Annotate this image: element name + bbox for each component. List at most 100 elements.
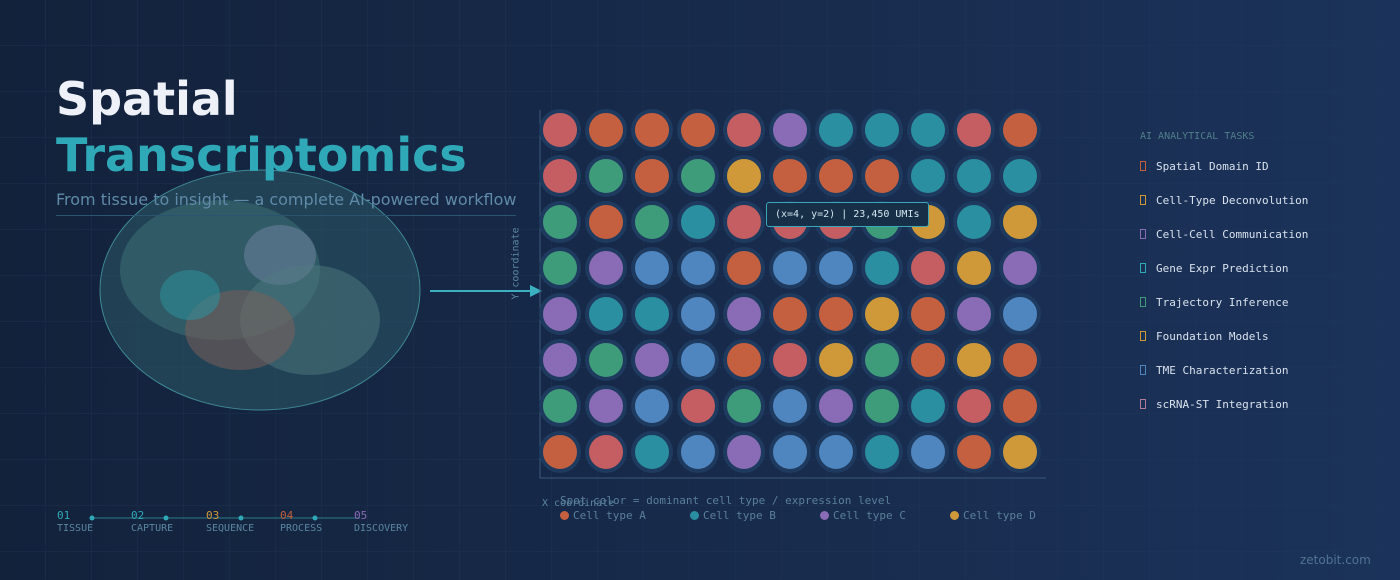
legend-label: Cell type A xyxy=(573,509,646,522)
spot xyxy=(861,109,903,151)
spot xyxy=(999,431,1041,473)
tasks-title: AI ANALYTICAL TASKS xyxy=(1140,131,1255,142)
spot xyxy=(631,339,673,381)
task-item: scRNA-ST Integration xyxy=(1140,398,1288,411)
spot xyxy=(723,201,765,243)
task-item: TME Characterization xyxy=(1140,364,1288,377)
spot xyxy=(585,431,627,473)
spot xyxy=(677,385,719,427)
spot xyxy=(539,247,581,289)
spot xyxy=(769,385,811,427)
spot xyxy=(585,247,627,289)
spot xyxy=(723,431,765,473)
spot xyxy=(677,339,719,381)
step-label: PROCESS xyxy=(280,523,323,534)
spot xyxy=(861,155,903,197)
caption: Spot color = dominant cell type / expres… xyxy=(560,494,892,507)
legend-label: Cell type B xyxy=(703,509,776,522)
task-item: Foundation Models xyxy=(1140,330,1269,343)
spot xyxy=(585,339,627,381)
step-dot xyxy=(89,515,95,521)
spot xyxy=(907,109,949,151)
y-axis-label: Y coordinate xyxy=(510,227,522,300)
task-icon xyxy=(1140,331,1146,341)
spot xyxy=(815,247,857,289)
task-icon xyxy=(1140,195,1146,205)
spot xyxy=(539,293,581,335)
spot xyxy=(861,247,903,289)
spot xyxy=(539,109,581,151)
spot xyxy=(815,431,857,473)
spot xyxy=(861,385,903,427)
spot xyxy=(861,431,903,473)
spot xyxy=(631,201,673,243)
spot xyxy=(769,339,811,381)
task-label: Spatial Domain ID xyxy=(1156,160,1269,173)
spot xyxy=(953,385,995,427)
spot xyxy=(953,201,995,243)
step-label: CAPTURE xyxy=(131,523,174,534)
task-label: Cell-Type Deconvolution xyxy=(1156,194,1309,207)
step-label: TISSUE xyxy=(57,523,94,534)
task-item: Trajectory Inference xyxy=(1140,296,1288,309)
spot xyxy=(539,385,581,427)
spot xyxy=(999,339,1041,381)
task-icon xyxy=(1140,399,1146,409)
step-label: SEQUENCE xyxy=(206,523,255,534)
spot xyxy=(723,339,765,381)
spot xyxy=(585,385,627,427)
spot xyxy=(953,109,995,151)
spot xyxy=(677,201,719,243)
title: Spatial xyxy=(56,72,238,126)
spot xyxy=(539,155,581,197)
legend-swatch xyxy=(560,511,569,520)
spot xyxy=(539,201,581,243)
spot xyxy=(907,247,949,289)
spot xyxy=(769,109,811,151)
spot xyxy=(631,385,673,427)
task-item: Gene Expr Prediction xyxy=(1140,262,1288,275)
spot xyxy=(631,155,673,197)
step-dot xyxy=(163,515,169,521)
spot xyxy=(999,293,1041,335)
spot xyxy=(723,385,765,427)
task-label: Trajectory Inference xyxy=(1156,296,1289,309)
spot xyxy=(815,109,857,151)
spot xyxy=(953,339,995,381)
task-item: Cell-Cell Communication xyxy=(1140,228,1308,241)
spot xyxy=(907,155,949,197)
spot xyxy=(953,431,995,473)
step-number: 01 xyxy=(57,509,71,522)
spot xyxy=(585,201,627,243)
task-icon xyxy=(1140,161,1146,171)
spot xyxy=(539,431,581,473)
step-label: DISCOVERY xyxy=(354,523,409,534)
task-item: Cell-Type Deconvolution xyxy=(1140,194,1308,207)
legend-label: Cell type D xyxy=(963,509,1036,522)
task-icon xyxy=(1140,229,1146,239)
spot xyxy=(815,155,857,197)
legend-swatch xyxy=(950,511,959,520)
arrow-head xyxy=(530,285,542,297)
tooltip: (x=4, y=2) | 23,450 UMIs xyxy=(766,202,929,227)
subtitle: From tissue to insight — a complete AI-p… xyxy=(56,190,517,216)
axes xyxy=(539,110,1046,479)
tissue-region xyxy=(160,270,220,320)
spot xyxy=(999,155,1041,197)
legend-swatch xyxy=(820,511,829,520)
spot xyxy=(631,293,673,335)
legend-item: Cell type A xyxy=(560,509,646,522)
step-number: 03 xyxy=(206,509,220,522)
task-icon xyxy=(1140,297,1146,307)
spot xyxy=(999,385,1041,427)
spot xyxy=(907,339,949,381)
task-label: TME Characterization xyxy=(1156,364,1289,377)
spot xyxy=(585,109,627,151)
step-dot xyxy=(312,515,318,521)
spot xyxy=(677,293,719,335)
x-axis-label: X coordinate xyxy=(542,498,615,509)
spot xyxy=(723,293,765,335)
spot xyxy=(861,339,903,381)
